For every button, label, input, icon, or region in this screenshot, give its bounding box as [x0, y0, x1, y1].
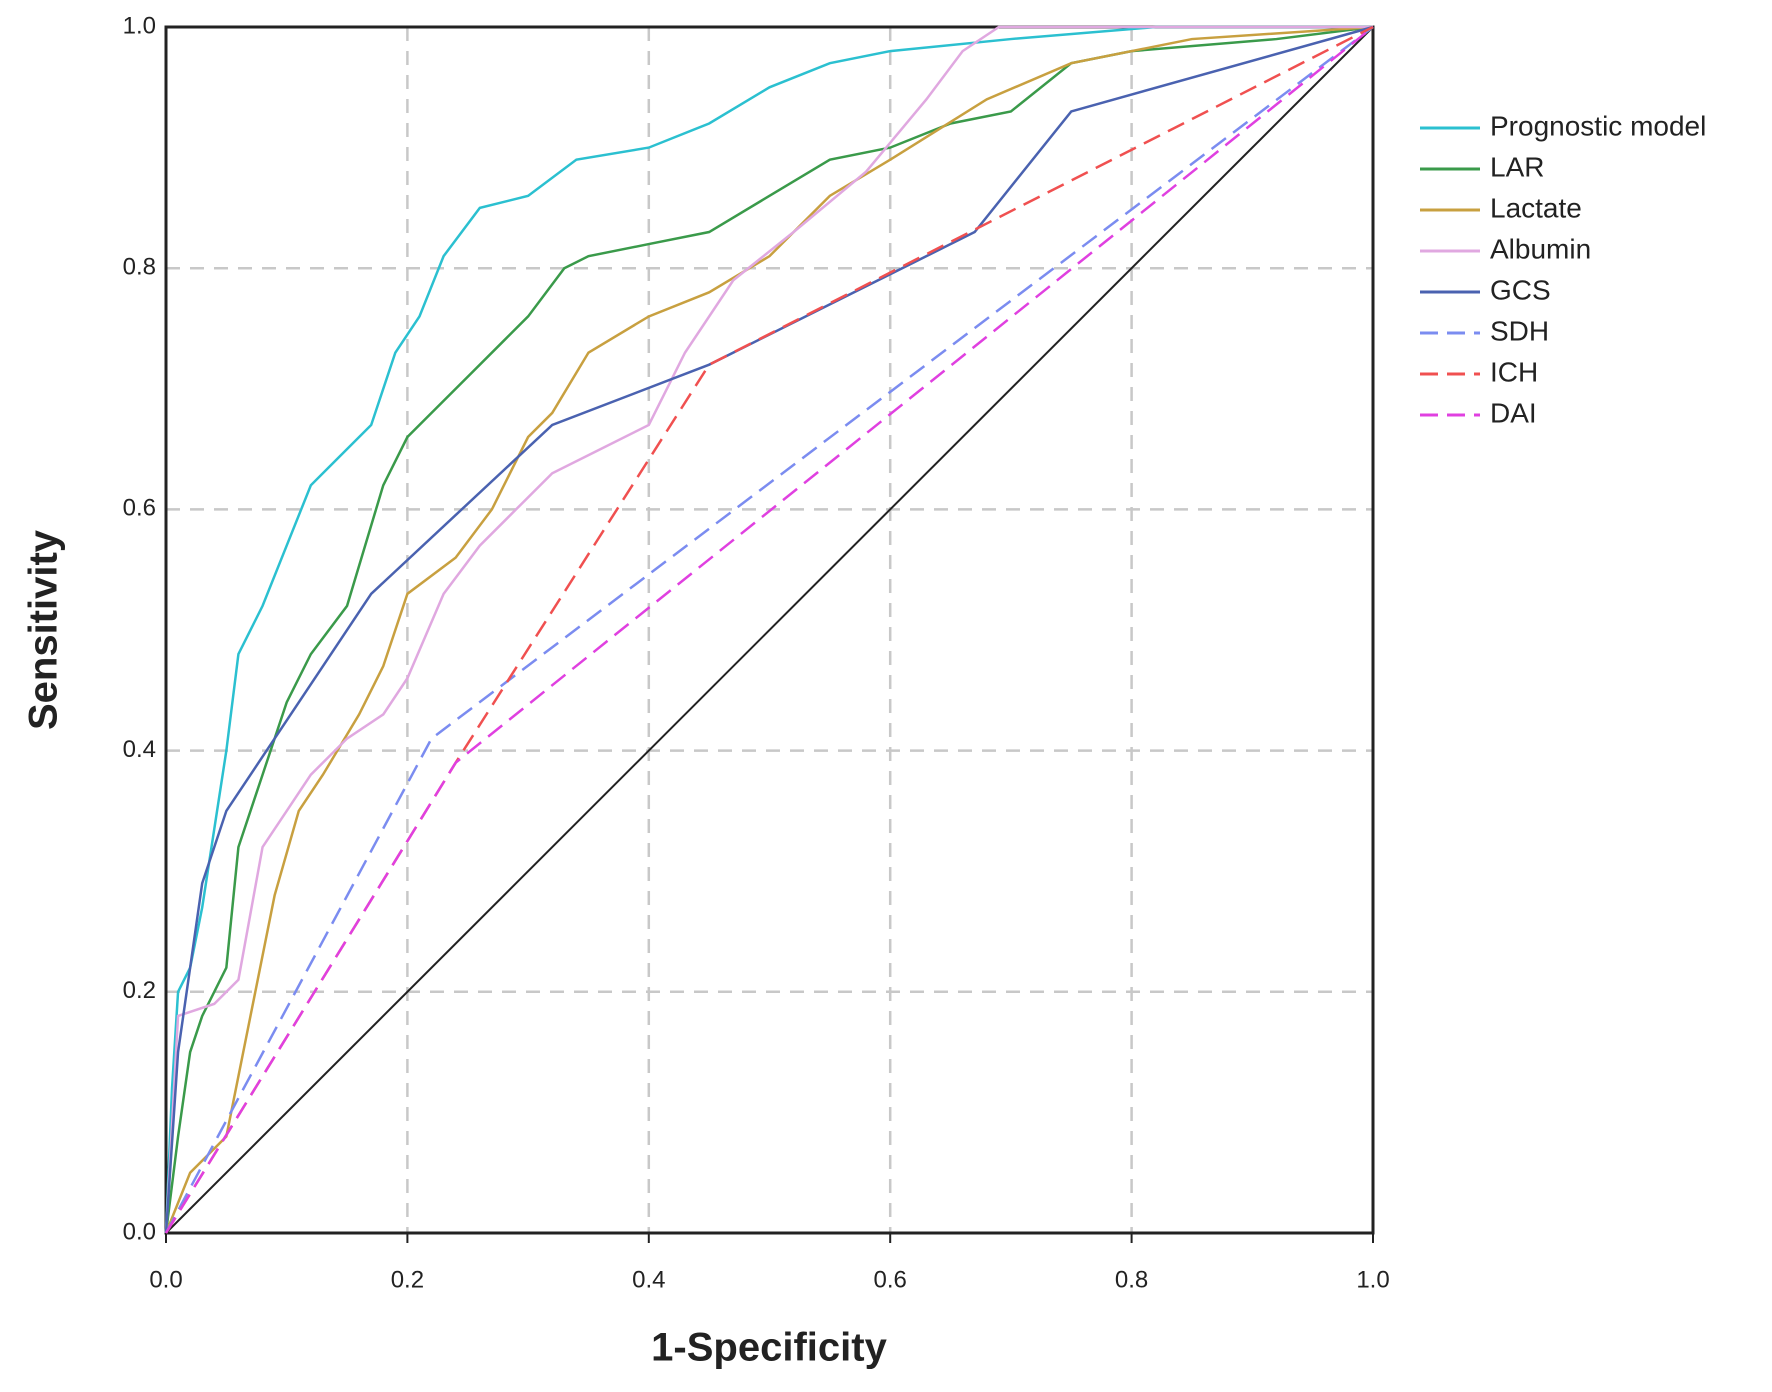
y-tick-label: 0.4	[123, 736, 156, 763]
x-tick-label: 1.0	[1356, 1266, 1389, 1293]
legend-label: ICH	[1490, 356, 1538, 387]
y-axis-title: Sensitivity	[22, 529, 66, 730]
y-tick-label: 1.0	[123, 12, 156, 39]
roc-curve	[164, 25, 1373, 1234]
plot-frame	[164, 25, 1375, 1235]
legend-label: DAI	[1490, 397, 1537, 428]
x-axis-title: 1-Specificity	[651, 1326, 887, 1370]
roc-curve	[164, 25, 1374, 1234]
x-tick-label: 0.2	[391, 1266, 424, 1293]
legend-label: LAR	[1490, 151, 1544, 182]
x-tick-label: 0.4	[632, 1266, 665, 1293]
reference-line	[165, 26, 1374, 1234]
roc-curve	[164, 26, 1374, 1234]
legend-label: Albumin	[1490, 233, 1591, 264]
x-tick-label: 0.0	[149, 1266, 182, 1293]
legend-label: SDH	[1490, 315, 1549, 346]
y-tick-label: 0.0	[123, 1218, 156, 1245]
x-tick-label: 0.6	[874, 1266, 907, 1293]
roc-curve	[164, 25, 1373, 1234]
y-tick-label: 0.6	[123, 495, 156, 522]
legend-label: Lactate	[1490, 192, 1582, 223]
y-tick-label: 0.2	[123, 977, 156, 1004]
legend-label: Prognostic model	[1490, 110, 1706, 141]
y-tick-label: 0.8	[123, 254, 156, 281]
x-tick-label: 0.8	[1115, 1266, 1148, 1293]
roc-curve	[164, 25, 1374, 1234]
roc-curve	[164, 25, 1374, 1234]
legend-label: GCS	[1490, 274, 1551, 305]
